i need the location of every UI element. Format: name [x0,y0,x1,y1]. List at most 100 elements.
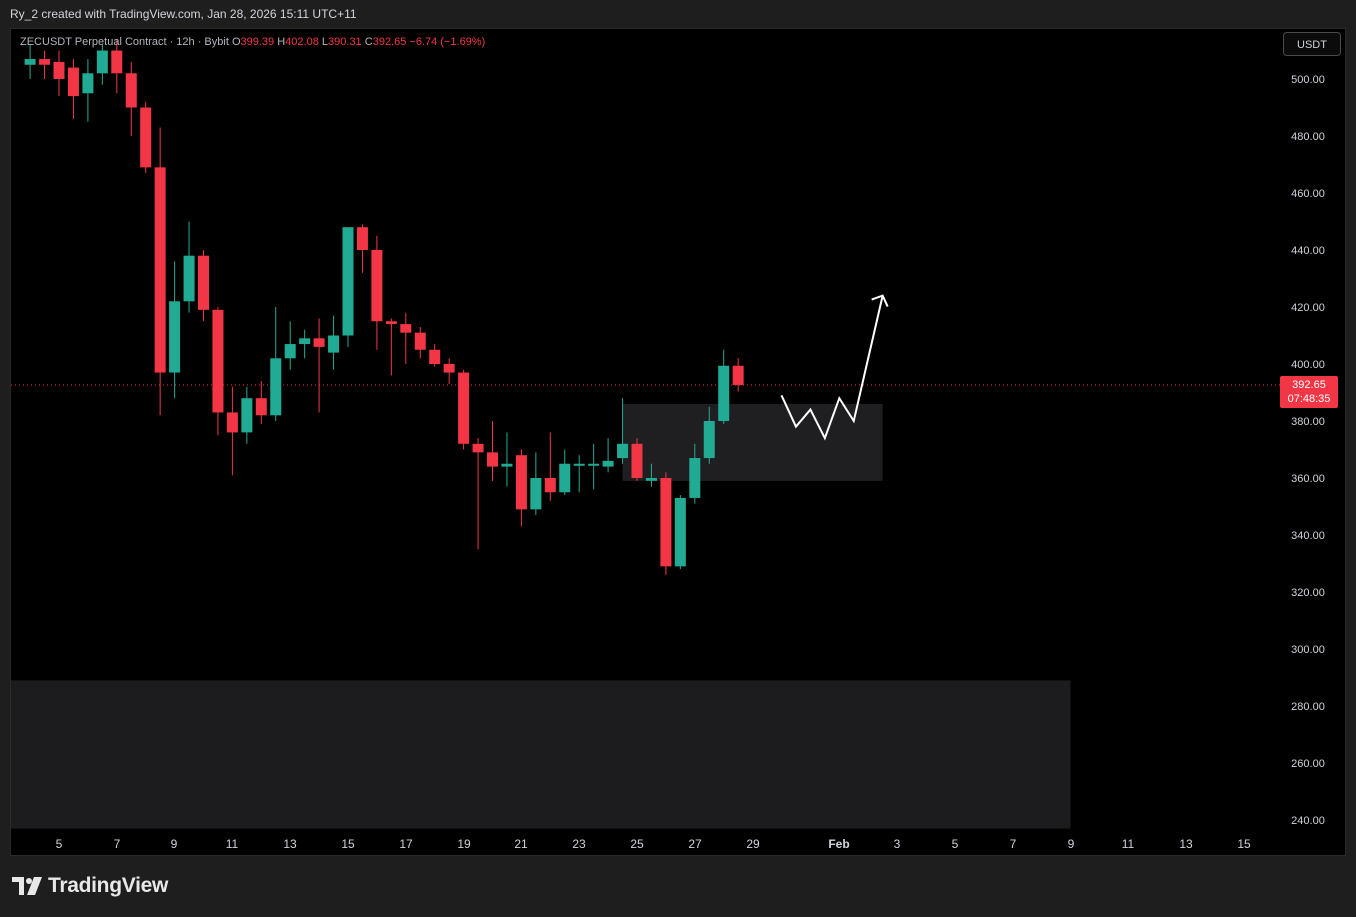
y-tick-label: 460.00 [1291,188,1325,200]
candle-body [342,227,354,336]
candle [718,349,730,424]
candle [328,315,340,370]
candle-body [718,365,730,421]
currency-button[interactable]: USDT [1283,32,1341,56]
bar-countdown: 07:48:35 [1287,393,1331,405]
x-tick-label: 27 [688,837,702,851]
x-tick-label: 11 [1122,837,1135,851]
candle [24,44,36,79]
candle [342,227,354,347]
x-tick-label: 15 [341,837,355,851]
candle [154,127,166,416]
y-tick-label: 400.00 [1291,359,1325,371]
candle-body [125,73,137,108]
candle-body [400,324,412,333]
x-tick-label: 17 [399,837,413,851]
candle-body [212,309,224,413]
candle-body [674,497,686,567]
candle-body [299,338,311,345]
candle [645,463,657,487]
candle [443,358,455,384]
candle-body [270,358,282,416]
demand-zone-1 [622,403,883,481]
close-value: 392.65 [372,36,407,48]
x-tick-label: 5 [952,837,959,851]
projection-path [780,295,884,441]
x-tick-label: 7 [114,837,121,851]
candle [732,358,744,392]
candle-body [96,50,108,74]
chart-area[interactable]: 500.00 480.00 460.00 440.00 420.00 400.00 380.… [10,28,1346,856]
x-tick-label: 25 [630,837,644,851]
demand-zone-2 [11,680,1071,829]
candle [198,250,209,322]
y-tick-label: 260.00 [1291,758,1325,770]
y-tick-label: 280.00 [1291,701,1325,713]
candle [183,221,195,313]
candle [284,321,296,370]
candle-body [140,107,152,168]
candle-body [24,59,36,65]
candle [544,432,556,501]
close-label: C [364,36,373,48]
candle-body [515,455,527,510]
x-tick-label: 13 [1179,837,1193,851]
candle [356,224,368,273]
candle-body [53,61,65,79]
candle-body [501,463,513,467]
x-tick-label: 7 [1010,837,1017,851]
candle [385,318,397,376]
candle [125,61,137,136]
projection-arrowhead [871,294,889,308]
candle [674,495,686,570]
candle-body [183,255,195,302]
candle [299,329,311,359]
candlestick-chart[interactable]: 500.00 480.00 460.00 440.00 420.00 400.00 380.… [11,29,1347,857]
candle [573,455,585,493]
candle [515,449,527,527]
candle-body [284,344,296,359]
candle [111,39,123,94]
y-tick-label: 420.00 [1291,302,1325,314]
candle-body [111,50,123,74]
candle-body [645,478,657,481]
last-price-badge: 392.65 07:48:35 [1280,376,1338,408]
y-tick-label: 440.00 [1291,245,1325,257]
candle-body [67,67,79,97]
candle [140,101,152,174]
candle [660,472,672,575]
candle [313,318,325,413]
candle [96,44,108,85]
candle-body [573,463,585,466]
candle [270,307,282,421]
candle-body [530,478,542,510]
x-tick-label: 19 [457,837,471,851]
x-tick-label: Feb [828,837,849,851]
x-tick-label: 3 [894,837,901,851]
candle-body [356,227,368,250]
candle-body [588,463,600,466]
brand-name: TradingView [48,874,169,897]
candle [371,235,383,350]
candle [414,326,426,359]
candle [487,421,498,481]
candle-body [732,365,744,385]
x-tick-label: 5 [56,837,63,851]
candle [530,452,542,516]
candle [588,443,600,490]
candle-body [472,443,484,453]
y-tick-label: 500.00 [1291,74,1325,86]
candle [458,369,470,450]
candle-body [313,338,325,347]
candle [82,59,94,122]
symbol-legend: ZECUSDT Perpetual Contract · 12h · Bybit… [20,36,485,48]
candle-body [602,460,614,467]
x-tick-label: 29 [746,837,760,851]
candle [400,312,412,364]
open-value: 399.39 [240,36,275,48]
candle [429,344,441,367]
y-tick-label: 380.00 [1291,416,1325,428]
high-value: 402.08 [285,36,319,48]
tradingview-logo: TradingView [12,874,168,898]
candle-body [429,349,441,364]
